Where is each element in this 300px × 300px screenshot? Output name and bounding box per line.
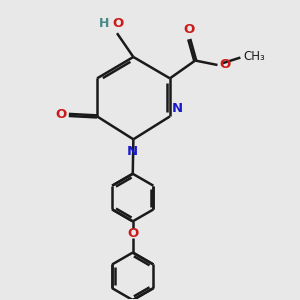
Text: O: O <box>219 58 230 71</box>
Text: O: O <box>55 108 67 122</box>
Text: O: O <box>127 227 138 240</box>
Text: N: N <box>126 145 137 158</box>
Text: CH₃: CH₃ <box>243 50 265 63</box>
Text: N: N <box>171 102 182 115</box>
Text: H: H <box>99 16 110 30</box>
Text: O: O <box>184 23 195 36</box>
Text: O: O <box>113 17 124 30</box>
